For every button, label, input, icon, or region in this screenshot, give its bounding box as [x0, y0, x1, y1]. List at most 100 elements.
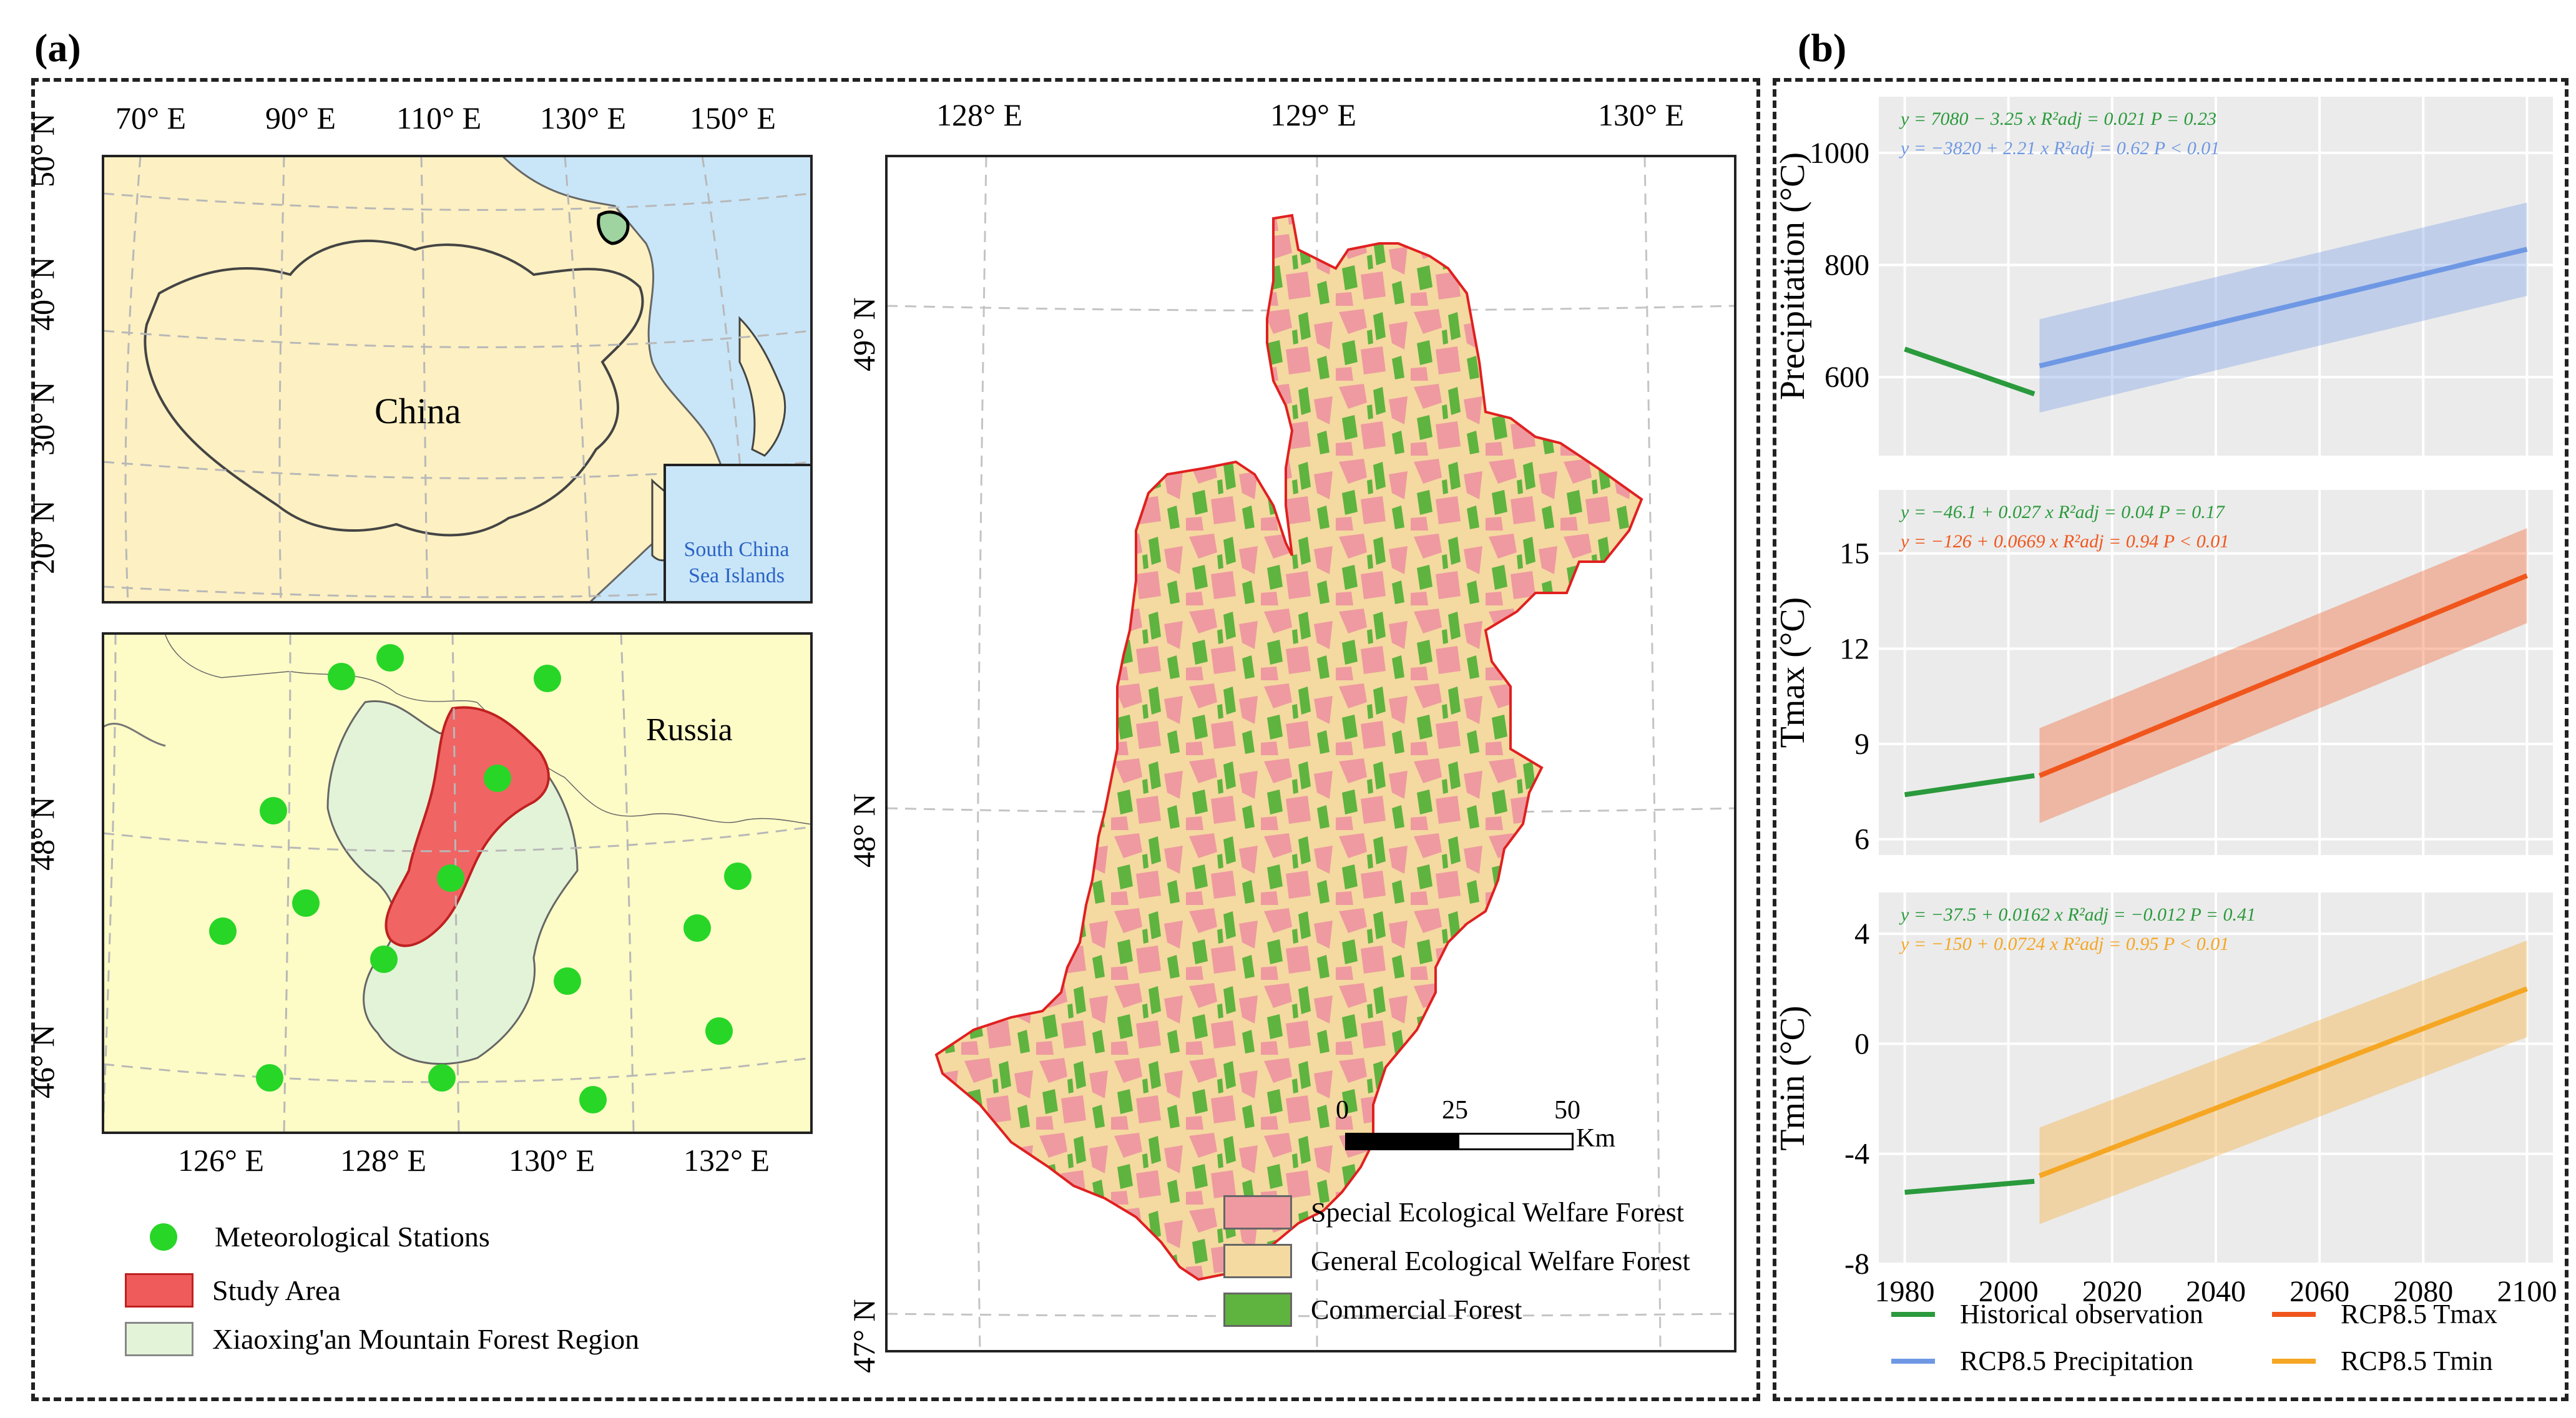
meteorological-station-marker: [209, 917, 237, 945]
meteorological-station-marker: [705, 1017, 733, 1045]
y-tick-label: -4: [1844, 1138, 1869, 1171]
meteorological-station-marker: [579, 1086, 607, 1113]
meteorological-station-marker: [256, 1064, 283, 1092]
legend-label: Commercial Forest: [1311, 1294, 1522, 1325]
region-lon-tick: 132° E: [683, 1143, 770, 1178]
study-lon-tick: 129° E: [1270, 97, 1357, 132]
x-tick-label: 2080: [2393, 1275, 2453, 1308]
legend-commercial-forest: Commercial Forest: [1223, 1293, 1522, 1327]
equation-projection: y = −126 + 0.0669 x R²adj = 0.94 P < 0.0…: [1899, 531, 2229, 552]
meteorological-station-marker: [724, 863, 752, 890]
trend-line: [1904, 346, 2035, 396]
trend-line: [2039, 986, 2528, 1178]
legend-label: RCP8.5 Tmin: [2341, 1346, 2493, 1376]
y-tick-label: 12: [1839, 632, 1869, 665]
china-label: China: [375, 391, 461, 431]
legend-forest-region: Xiaoxing'an Mountain Forest Region: [125, 1322, 639, 1356]
precip-line-icon: [1891, 1358, 1935, 1364]
china-lon-tick: 90° E: [265, 100, 336, 135]
trend-line: [1904, 1178, 2035, 1195]
study-lat-tick: 49° N: [846, 297, 881, 371]
china-overview-map: [102, 155, 813, 604]
panel-a-border: [31, 78, 1760, 1401]
region-lon-tick: 126° E: [178, 1143, 265, 1178]
equation-historical: y = 7080 − 3.25 x R²adj = 0.021 P = 0.23: [1899, 109, 2216, 129]
scale-label-0: 0: [1336, 1096, 1349, 1125]
study-lon-tick: 128° E: [936, 97, 1023, 132]
meteorological-station-marker: [428, 1064, 456, 1092]
y-tick-label: 15: [1839, 537, 1869, 570]
commercial-forest-swatch: [1223, 1293, 1292, 1327]
scale-label-50: 50: [1554, 1096, 1580, 1125]
study-lon-tick: 130° E: [1598, 97, 1685, 132]
meteorological-station-marker: [437, 864, 464, 892]
legend-label: RCP8.5 Tmax: [2341, 1299, 2498, 1329]
scale-unit: Km: [1576, 1124, 1615, 1153]
china-lon-tick: 110° E: [396, 100, 482, 135]
china-lat-tick: 30° N: [26, 381, 61, 456]
china-lon-tick: 70° E: [115, 100, 187, 135]
equation-historical: y = −46.1 + 0.027 x R²adj = 0.04 P = 0.1…: [1899, 502, 2226, 522]
legend-label: Special Ecological Welfare Forest: [1311, 1197, 1684, 1228]
special-forest-swatch: [1223, 1195, 1292, 1230]
legend-meteorological-stations: Meteorological Stations: [125, 1220, 490, 1253]
china-lat-tick: 40° N: [26, 257, 61, 331]
panel-a-label: (a): [34, 26, 81, 70]
tmin-line-icon: [2272, 1358, 2316, 1364]
legend-special-forest: Special Ecological Welfare Forest: [1223, 1195, 1684, 1230]
meteorological-station-marker: [292, 889, 320, 917]
region-lat-tick: 46° N: [26, 1024, 61, 1098]
y-tick-label: -8: [1844, 1248, 1869, 1281]
y-tick-label: 1000: [1810, 137, 1869, 170]
x-tick-label: 2040: [2186, 1275, 2246, 1308]
y-tick-label: 800: [1824, 249, 1869, 282]
y-axis-label: Tmin (°C): [1773, 1005, 1812, 1150]
study-area-swatch: [125, 1273, 193, 1308]
meteorological-station-marker: [554, 967, 581, 995]
y-tick-label: 4: [1854, 917, 1869, 951]
region-lat-tick: 48° N: [26, 796, 61, 871]
historical-line-icon: [1891, 1311, 1935, 1317]
station-dot-icon: [150, 1223, 177, 1251]
panel-b-border: [1773, 78, 2569, 1401]
x-tick-label: 2020: [2082, 1275, 2142, 1308]
meteorological-station-marker: [534, 665, 561, 692]
study-area-forest-map: [885, 155, 1736, 1352]
legend-study-area: Study Area: [125, 1273, 341, 1308]
y-tick-label: 0: [1854, 1027, 1869, 1060]
legend-label: General Ecological Welfare Forest: [1311, 1246, 1690, 1276]
y-axis-label: Tmax (°C): [1773, 597, 1812, 748]
meteorological-station-marker: [260, 797, 287, 824]
forest-region-swatch: [125, 1322, 193, 1356]
y-tick-label: 600: [1824, 361, 1869, 394]
legend-tmax: RCP8.5 Tmax: [2272, 1298, 2497, 1330]
legend-label: Study Area: [212, 1274, 341, 1306]
x-tick-label: 1980: [1875, 1275, 1935, 1308]
x-tick-label: 2060: [2290, 1275, 2349, 1308]
legend-label: Historical observation: [1960, 1299, 2203, 1329]
china-lat-tick: 20° N: [26, 500, 61, 574]
legend-precipitation: RCP8.5 Precipitation: [1891, 1345, 2193, 1377]
meteorological-station-marker: [683, 914, 711, 942]
meteorological-station-marker: [328, 663, 355, 690]
scale-label-25: 25: [1442, 1096, 1468, 1125]
equation-historical: y = −37.5 + 0.0162 x R²adj = −0.012 P = …: [1899, 904, 2256, 925]
region-lon-tick: 128° E: [340, 1143, 427, 1178]
scale-bar-white: [1457, 1133, 1574, 1150]
legend-label: Xiaoxing'an Mountain Forest Region: [212, 1323, 640, 1355]
meteorological-station-marker: [376, 644, 404, 672]
scale-bar-black: [1345, 1133, 1461, 1150]
legend-general-forest: General Ecological Welfare Forest: [1223, 1244, 1690, 1278]
inset-label-line1: South China: [683, 538, 790, 561]
trend-line: [1904, 773, 2035, 798]
china-lat-tick: 50° N: [26, 113, 61, 187]
x-tick-label: 2000: [1979, 1275, 2039, 1308]
meteorological-station-marker: [370, 946, 398, 973]
general-forest-swatch: [1223, 1244, 1292, 1278]
trend-line: [2039, 247, 2528, 369]
equation-projection: y = −150 + 0.0724 x R²adj = 0.95 P < 0.0…: [1899, 934, 2229, 954]
legend-label: Meteorological Stations: [215, 1221, 490, 1253]
legend-historical: Historical observation: [1891, 1298, 2203, 1330]
y-axis-label: Precipitation (°C): [1773, 152, 1812, 400]
legend-label: RCP8.5 Precipitation: [1960, 1346, 2193, 1376]
